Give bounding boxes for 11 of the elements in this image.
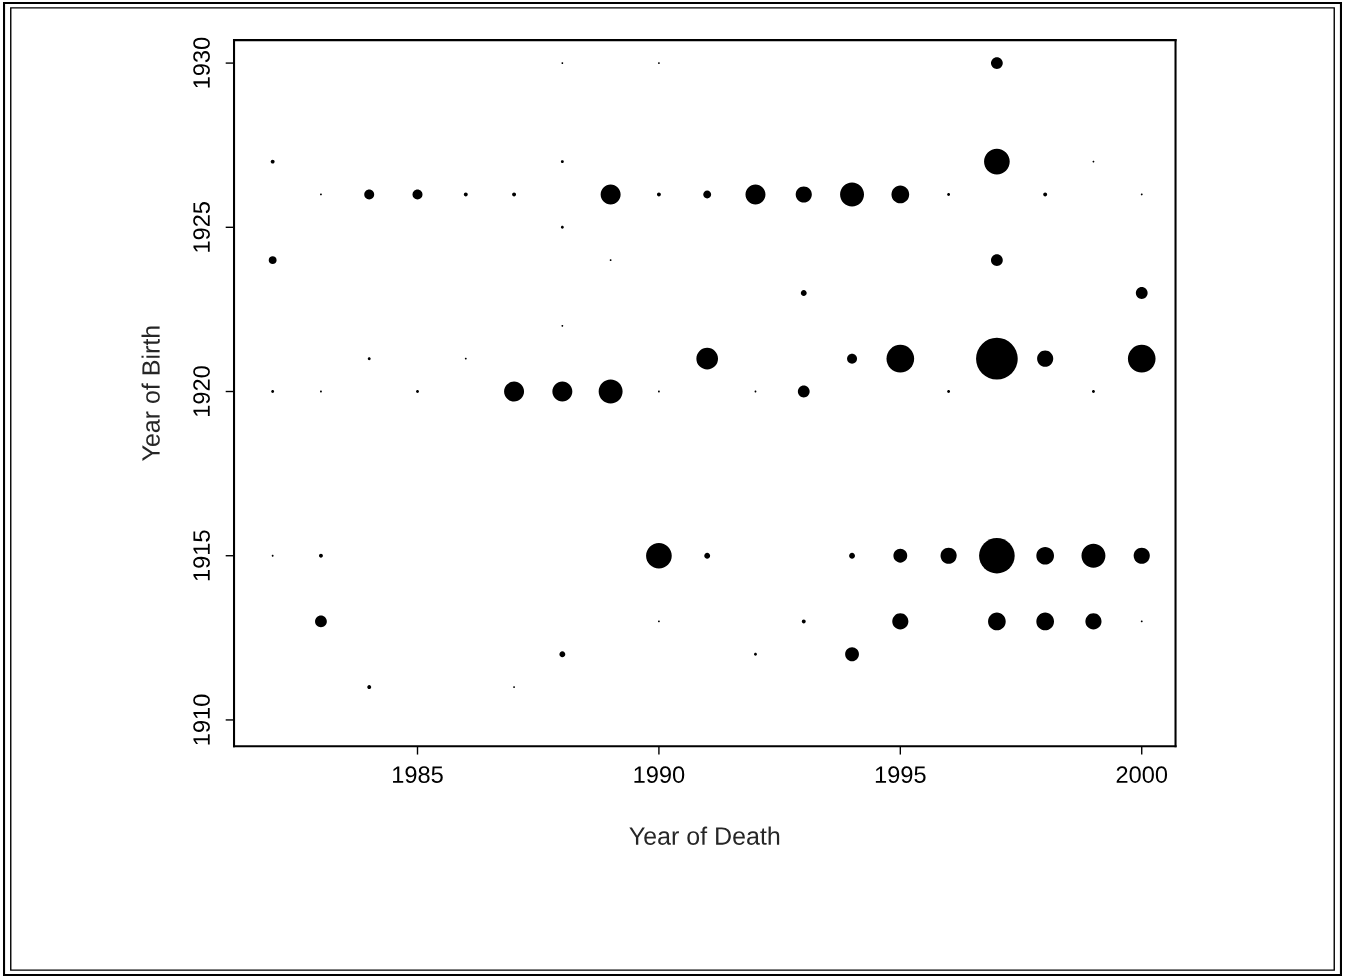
- y-tick-label: 1925: [193, 202, 210, 252]
- y-tick-label: 1910: [193, 694, 210, 745]
- x-tick-label: 1990: [634, 766, 685, 783]
- x-axis-title: Year of Death: [629, 826, 780, 845]
- x-tick-label: 1985: [393, 766, 443, 783]
- x-tick-label: 1995: [875, 766, 926, 783]
- y-axis-title: Year of Birth: [141, 326, 160, 461]
- y-tick-label: 1920: [193, 366, 210, 416]
- y-tick-label: 1915: [193, 530, 210, 581]
- y-tick-label: 1930: [193, 37, 210, 88]
- x-tick-label: 2000: [1116, 766, 1168, 783]
